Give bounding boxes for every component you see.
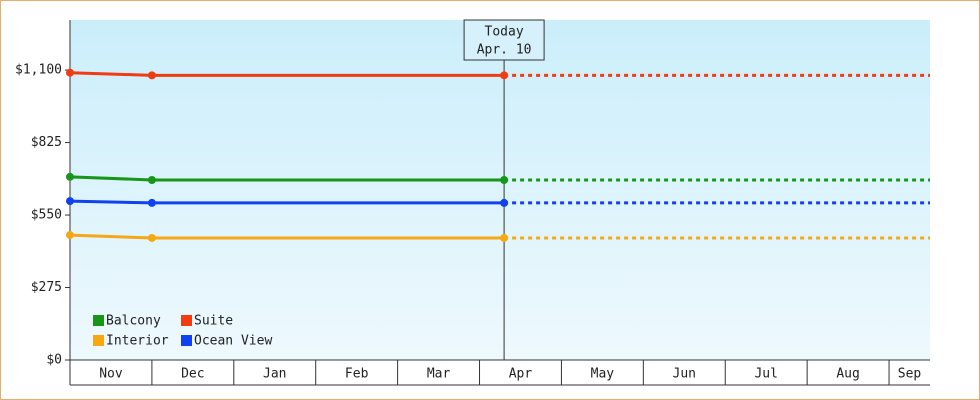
point xyxy=(66,197,74,206)
x-tick-label: Feb xyxy=(345,367,369,382)
point xyxy=(66,172,74,181)
today-date: Apr. 10 xyxy=(477,43,532,58)
today-box xyxy=(463,19,545,61)
today-label: Today xyxy=(485,25,524,40)
legend-swatch xyxy=(93,315,104,326)
x-tick-label: Jun xyxy=(673,367,696,382)
x-tick-label: Sep xyxy=(898,367,922,382)
legend-label: Ocean View xyxy=(194,334,272,349)
x-tick-label: Apr xyxy=(509,367,533,382)
legend-label: Suite xyxy=(194,314,233,329)
x-tick-label: May xyxy=(591,367,615,382)
x-tick-label: Nov xyxy=(99,367,123,382)
x-tick-label: Mar xyxy=(427,367,451,382)
y-tick-label: $825 xyxy=(31,135,62,150)
y-tick-label: $550 xyxy=(31,208,62,223)
point xyxy=(147,71,156,80)
x-tick-label: Jul xyxy=(754,367,777,382)
x-tick-label: Jan xyxy=(263,367,286,382)
point xyxy=(500,71,509,80)
plot-area xyxy=(70,20,930,360)
legend-swatch xyxy=(93,335,104,346)
point xyxy=(147,175,156,184)
y-tick-label: $0 xyxy=(46,353,62,368)
legend-swatch xyxy=(181,335,192,346)
point xyxy=(500,198,509,207)
point xyxy=(500,175,509,184)
legend-swatch xyxy=(181,315,192,326)
y-tick-label: $275 xyxy=(31,280,62,295)
point xyxy=(147,198,156,207)
point xyxy=(500,233,509,242)
x-tick-label: Dec xyxy=(181,367,204,382)
legend-label: Interior xyxy=(106,334,169,349)
point xyxy=(66,68,74,77)
legend-label: Balcony xyxy=(106,314,161,329)
x-tick-label: Aug xyxy=(836,367,859,382)
y-tick-label: $1,100 xyxy=(15,63,62,78)
point xyxy=(66,231,74,240)
point xyxy=(147,233,156,242)
